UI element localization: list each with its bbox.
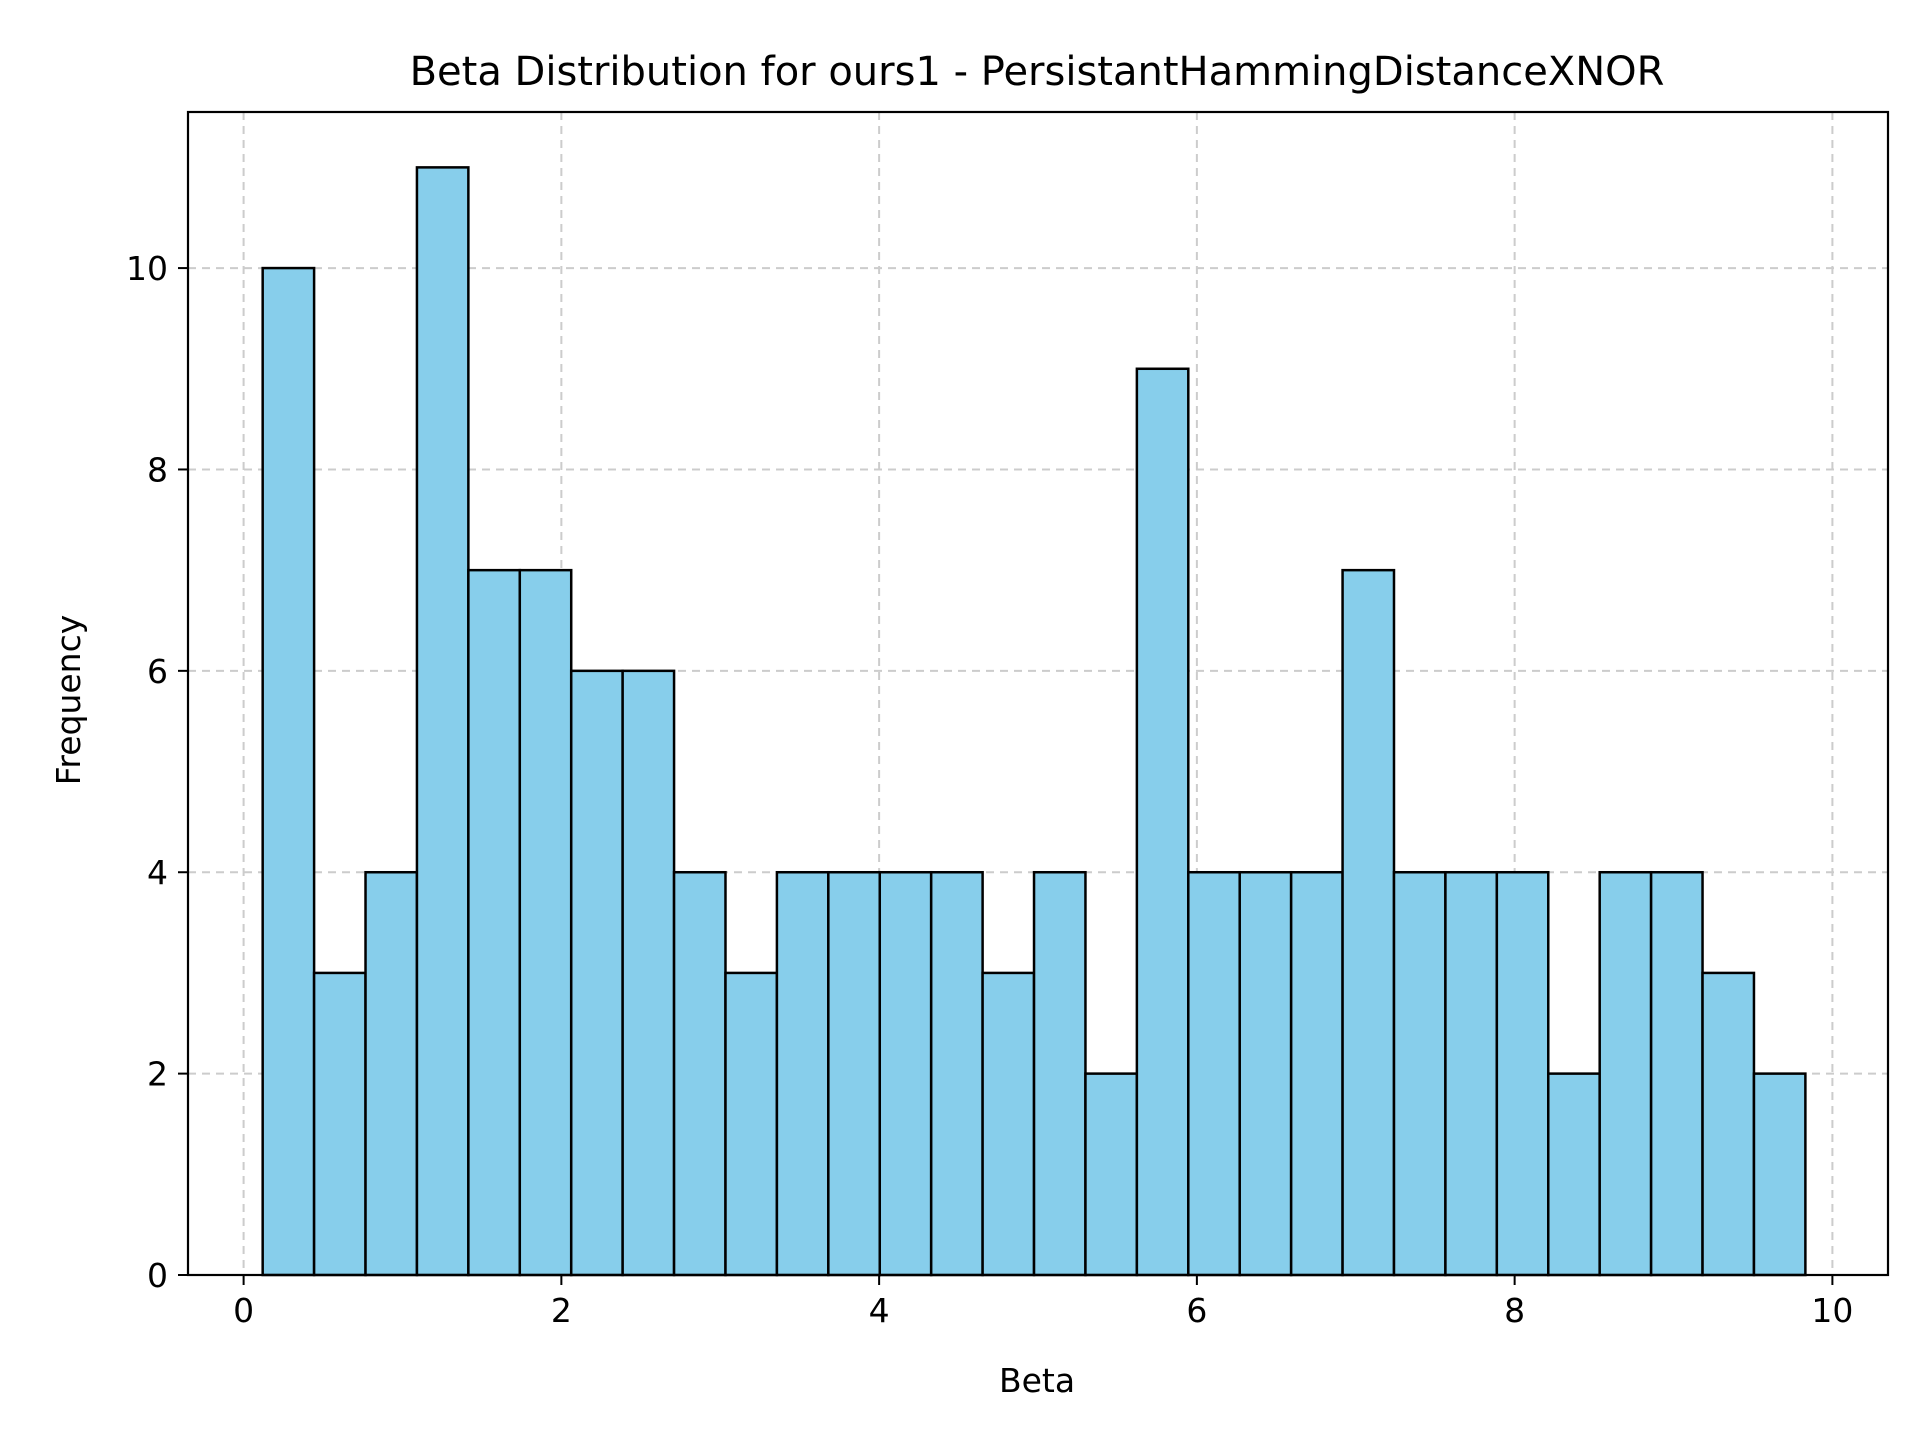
histogram-bar	[467, 568, 522, 1277]
histogram-bar	[1341, 568, 1396, 1277]
histogram-bar	[1701, 971, 1756, 1277]
x-axis: 0 2 4 6 8 10	[233, 1275, 1853, 1330]
x-tick-label: 0	[233, 1291, 254, 1330]
y-axis: 0 2 4 6 8 10	[126, 249, 188, 1295]
histogram-bar	[1135, 367, 1190, 1277]
histogram-bars	[261, 166, 1807, 1277]
histogram-bar	[1392, 870, 1447, 1277]
histogram-bar	[1187, 870, 1241, 1277]
histogram-bar	[1547, 1072, 1601, 1277]
plot-frame	[186, 110, 1890, 1277]
chart-title: Beta Distribution for ours1 - Persistant…	[410, 49, 1665, 95]
y-tick-label: 0	[147, 1256, 168, 1295]
histogram-bar	[415, 166, 470, 1277]
x-tick-label: 4	[869, 1291, 890, 1330]
histogram-bar	[1084, 1072, 1139, 1277]
histogram-bar	[827, 870, 882, 1277]
x-tick-label: 2	[551, 1291, 572, 1330]
y-tick-label: 6	[147, 652, 168, 691]
histogram-bar	[518, 568, 573, 1277]
histogram-bar	[775, 870, 830, 1277]
histogram-bar	[1495, 870, 1550, 1277]
histogram-bar	[569, 669, 624, 1277]
y-tick-label: 4	[147, 853, 168, 892]
histogram-bar	[1289, 870, 1344, 1277]
histogram-bar	[1649, 870, 1704, 1277]
x-tick-label: 6	[1186, 1291, 1207, 1330]
x-axis-label: Beta	[999, 1361, 1075, 1400]
histogram-bar	[1598, 870, 1653, 1277]
histogram-bar	[1752, 1072, 1807, 1277]
histogram-bar	[261, 266, 316, 1277]
y-tick-label: 10	[126, 249, 168, 288]
histogram-bar	[1238, 870, 1293, 1277]
y-axis-label: Frequency	[49, 615, 88, 785]
histogram-bar	[1032, 870, 1087, 1277]
y-tick-label: 8	[147, 450, 168, 489]
y-tick-label: 2	[147, 1055, 168, 1094]
x-tick-label: 10	[1811, 1291, 1853, 1330]
histogram-bar	[672, 870, 727, 1277]
histogram-bar	[878, 870, 933, 1277]
histogram-bar	[1444, 870, 1499, 1277]
histogram-bar	[724, 971, 779, 1277]
histogram-bar	[621, 669, 676, 1277]
histogram-bar	[929, 870, 984, 1277]
histogram-bar	[364, 870, 419, 1277]
histogram-bar	[312, 971, 367, 1277]
histogram-bar	[981, 971, 1036, 1277]
x-tick-label: 8	[1504, 1291, 1525, 1330]
